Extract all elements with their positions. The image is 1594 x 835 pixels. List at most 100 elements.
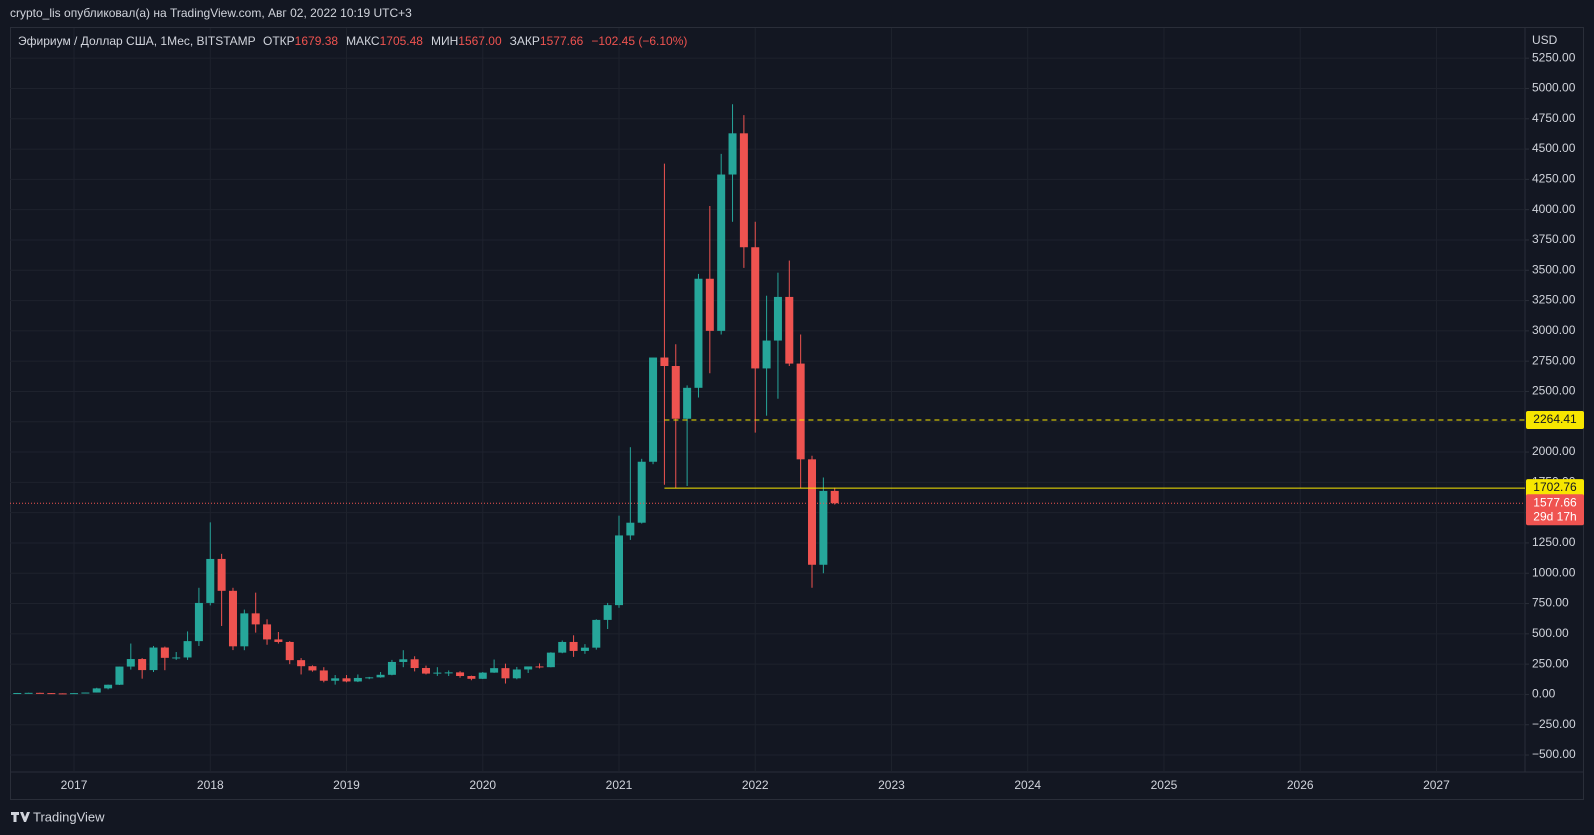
legend-key: ОТКР	[263, 34, 295, 48]
legend-value: 1679.38	[294, 34, 339, 48]
x-tick-label: 2021	[606, 778, 633, 792]
candle-body	[614, 535, 623, 606]
legend-value: 1577.66	[539, 34, 584, 48]
y-tick-label: 2500.00	[1532, 384, 1576, 398]
candle-body	[739, 133, 748, 248]
y-tick-label: 0.00	[1532, 687, 1556, 701]
candle-body	[717, 174, 726, 331]
candle-body	[558, 641, 567, 653]
candle-body	[683, 387, 692, 419]
candle-body	[649, 357, 658, 462]
candle-body	[353, 677, 362, 682]
candle-body	[490, 668, 499, 673]
candle-body	[149, 647, 158, 671]
candle-body	[240, 613, 249, 647]
candle-body	[308, 666, 317, 671]
candle-body	[138, 659, 147, 671]
current-price-box	[1526, 494, 1584, 526]
candle-body	[387, 661, 396, 675]
candle-body	[228, 590, 237, 647]
current-price-label: 1577.66	[1533, 495, 1577, 509]
legend-key: МАКС	[346, 34, 380, 48]
price-label-box	[1526, 411, 1584, 430]
y-tick-label: 3500.00	[1532, 262, 1576, 276]
candle-body	[501, 668, 510, 679]
y-tick-label: −500.00	[1532, 747, 1576, 761]
price-label: 2264.41	[1533, 412, 1577, 426]
x-tick-label: 2027	[1423, 778, 1450, 792]
currency-label: USD	[1532, 33, 1558, 47]
candle-body	[24, 692, 33, 694]
legend-key: ЗАКР	[509, 34, 540, 48]
candle-body	[705, 278, 714, 331]
candle-body	[70, 693, 79, 695]
candle-body	[421, 668, 430, 674]
x-tick-label: 2026	[1287, 778, 1314, 792]
candle-body	[115, 666, 124, 685]
candle-body	[467, 676, 476, 679]
y-tick-label: 5000.00	[1532, 81, 1576, 95]
y-tick-label: 2000.00	[1532, 444, 1576, 458]
candle-body	[785, 296, 794, 364]
candle-body	[626, 522, 635, 536]
y-tick-label: 4250.00	[1532, 172, 1576, 186]
y-tick-label: 5250.00	[1532, 50, 1576, 64]
candle-body	[183, 641, 192, 658]
y-tick-label: 2750.00	[1532, 353, 1576, 367]
candle-body	[13, 693, 22, 695]
x-tick-label: 2022	[742, 778, 769, 792]
legend: Эфириум / Доллар США, 1Мес, BITSTAMP ОТК…	[18, 34, 695, 48]
brand-logo	[11, 812, 30, 822]
x-tick-label: 2023	[878, 778, 905, 792]
candle-body	[206, 558, 215, 603]
y-tick-label: 3250.00	[1532, 293, 1576, 307]
x-tick-label: 2019	[333, 778, 360, 792]
candle-body	[365, 677, 374, 679]
plot	[10, 104, 1525, 695]
candle-body	[104, 684, 113, 689]
candle-body	[751, 247, 760, 369]
y-tick-label: 500.00	[1532, 626, 1569, 640]
candle-body	[433, 672, 442, 674]
candle-body	[399, 659, 408, 662]
x-tick-label: 2025	[1151, 778, 1178, 792]
candle-body	[546, 652, 555, 668]
candle-body	[92, 688, 101, 693]
candle-body	[251, 613, 260, 625]
y-tick-label: 4750.00	[1532, 111, 1576, 125]
candle-body	[47, 693, 56, 695]
legend-value: 1705.48	[379, 34, 423, 48]
x-tick-label: 2017	[61, 778, 88, 792]
candle-body	[35, 692, 44, 694]
candle-body	[160, 647, 169, 658]
candle-body	[592, 619, 601, 648]
candle-body	[694, 278, 703, 388]
y-tick-label: −250.00	[1532, 717, 1576, 731]
candle-body	[819, 490, 828, 565]
candle-body	[331, 678, 340, 681]
y-tick-label: 4500.00	[1532, 141, 1576, 155]
candle-body	[376, 674, 385, 678]
candle-body	[194, 602, 203, 642]
candle-body	[773, 296, 782, 341]
legend-value: 1567.00	[458, 34, 502, 48]
candle-body	[58, 693, 67, 695]
countdown-label: 29d 17h	[1533, 509, 1576, 523]
candle-body	[478, 672, 487, 679]
price-label: 1702.76	[1533, 480, 1577, 494]
y-tick-label: 4000.00	[1532, 202, 1576, 216]
y-tick-label: 250.00	[1532, 656, 1569, 670]
x-tick-label: 2024	[1014, 778, 1041, 792]
y-tick-label: 3750.00	[1532, 232, 1576, 246]
candle-body	[297, 660, 306, 667]
candle-body	[263, 624, 272, 640]
candle-body	[456, 672, 465, 677]
y-tick-label: 3000.00	[1532, 323, 1576, 337]
brand: TradingView	[33, 809, 105, 824]
candle-body	[410, 659, 419, 669]
candle-body	[569, 641, 578, 651]
legend-change: −102.45 (−6.10%)	[591, 34, 688, 48]
candle-body	[444, 672, 453, 674]
